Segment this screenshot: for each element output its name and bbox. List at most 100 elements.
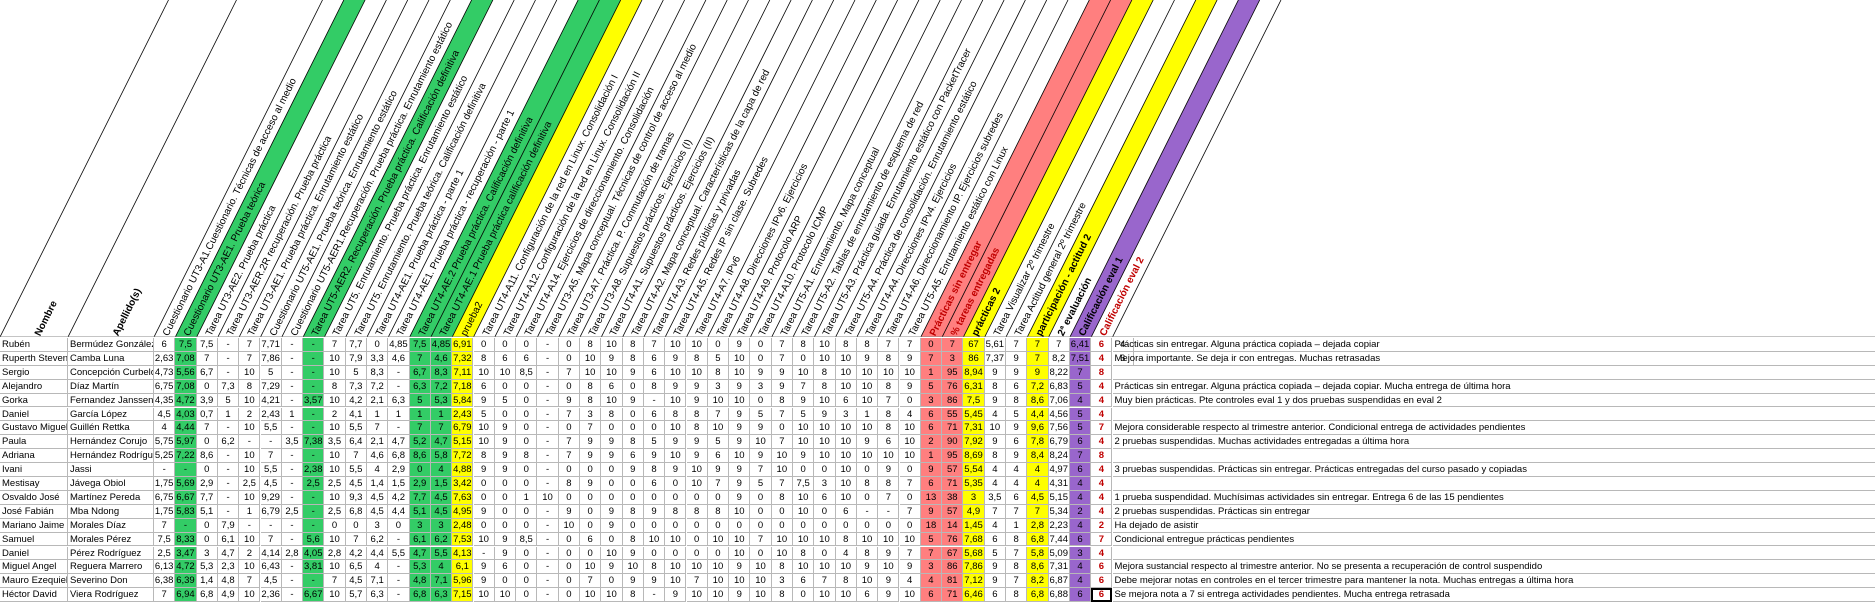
cell-value[interactable]: 0 bbox=[708, 547, 729, 561]
cell-value[interactable]: 9 bbox=[623, 366, 644, 380]
cell-value[interactable]: 6,46 bbox=[963, 588, 984, 602]
cell-value[interactable]: 0 bbox=[878, 519, 899, 533]
cell-value[interactable]: - bbox=[239, 435, 260, 449]
cell-value[interactable]: 10 bbox=[836, 421, 857, 435]
cell-value[interactable]: 1 bbox=[367, 408, 388, 422]
cell-value[interactable]: 10 bbox=[665, 394, 686, 408]
cell-value[interactable]: - bbox=[218, 477, 239, 491]
cell-value[interactable]: 9 bbox=[985, 366, 1006, 380]
cell-value[interactable]: 7 bbox=[942, 338, 963, 352]
cell-value[interactable]: 0 bbox=[772, 519, 793, 533]
cell-value[interactable]: 7 bbox=[772, 435, 793, 449]
cell-value[interactable]: 8 bbox=[623, 435, 644, 449]
cell-value[interactable]: 5,56 bbox=[175, 366, 196, 380]
cell-value[interactable]: - bbox=[537, 380, 558, 394]
cell-value[interactable]: 9 bbox=[1006, 366, 1027, 380]
cell-value[interactable]: 6 bbox=[878, 435, 899, 449]
cell-value[interactable]: - bbox=[282, 394, 303, 408]
cell-value[interactable]: 0 bbox=[516, 394, 537, 408]
cell-value[interactable]: 5 bbox=[644, 435, 665, 449]
cell-apellido[interactable]: Guillén Rettka bbox=[68, 421, 154, 435]
cell-value[interactable]: 8,5 bbox=[516, 533, 537, 547]
cell-value[interactable]: 0 bbox=[665, 547, 686, 561]
cell-value[interactable]: 5,96 bbox=[452, 574, 473, 588]
cell-value[interactable]: 4,05 bbox=[303, 547, 324, 561]
cell-value[interactable]: 0 bbox=[474, 477, 495, 491]
cell-value[interactable]: 9 bbox=[857, 560, 878, 574]
cell-value[interactable]: 57 bbox=[942, 463, 963, 477]
cell-value[interactable]: 9 bbox=[580, 477, 601, 491]
cell-value[interactable]: 8 bbox=[772, 588, 793, 602]
cell-value[interactable]: 6 bbox=[793, 574, 814, 588]
cell-value[interactable]: 76 bbox=[942, 533, 963, 547]
cell-value[interactable]: 4 bbox=[836, 547, 857, 561]
cell-value[interactable]: 3 bbox=[814, 477, 835, 491]
cell-value[interactable]: 5,6 bbox=[303, 533, 324, 547]
cell-value[interactable]: 5 bbox=[1070, 408, 1091, 422]
cell-value[interactable]: 1 bbox=[921, 449, 942, 463]
cell-value[interactable]: 5,83 bbox=[175, 505, 196, 519]
cell-value[interactable]: 7 bbox=[559, 449, 580, 463]
cell-value[interactable]: 4,7 bbox=[388, 435, 409, 449]
cell-value[interactable]: 8 bbox=[601, 408, 622, 422]
cell-value[interactable]: 8 bbox=[665, 408, 686, 422]
cell-value[interactable]: 10 bbox=[836, 366, 857, 380]
cell-value[interactable]: 10 bbox=[474, 366, 495, 380]
cell-value[interactable]: - bbox=[537, 394, 558, 408]
cell-nombre[interactable]: Ruperth Steven bbox=[0, 352, 68, 366]
cell-value[interactable]: 0 bbox=[580, 519, 601, 533]
cell-value[interactable]: 9 bbox=[623, 547, 644, 561]
cell-nombre[interactable]: Ivani bbox=[0, 463, 68, 477]
cell-value[interactable]: 10 bbox=[601, 394, 622, 408]
cell-value[interactable]: - bbox=[537, 463, 558, 477]
cell-value[interactable]: 2,5 bbox=[324, 477, 345, 491]
cell-value[interactable]: 8 bbox=[687, 352, 708, 366]
cell-value[interactable]: 0 bbox=[474, 519, 495, 533]
cell-value[interactable]: 9 bbox=[687, 380, 708, 394]
cell-value[interactable]: 9 bbox=[985, 574, 1006, 588]
cell-value[interactable]: 10 bbox=[857, 574, 878, 588]
cell-value[interactable]: 4,2 bbox=[388, 491, 409, 505]
cell-value[interactable]: - bbox=[303, 449, 324, 463]
cell-value[interactable]: 8 bbox=[687, 421, 708, 435]
cell-value[interactable]: 76 bbox=[942, 380, 963, 394]
cell-value[interactable]: - bbox=[282, 533, 303, 547]
cell-value[interactable]: - bbox=[537, 547, 558, 561]
cell-value[interactable]: 6 bbox=[154, 338, 175, 352]
cell-value[interactable]: 7 bbox=[261, 533, 282, 547]
cell-value[interactable]: 8 bbox=[985, 380, 1006, 394]
cell-value[interactable]: 10 bbox=[239, 421, 260, 435]
cell-value[interactable]: 4,8 bbox=[410, 574, 431, 588]
cell-value[interactable]: 4,97 bbox=[1049, 463, 1070, 477]
cell-value[interactable]: 9 bbox=[495, 533, 516, 547]
cell-value[interactable]: 0 bbox=[495, 477, 516, 491]
cell-value[interactable]: 10 bbox=[836, 588, 857, 602]
cell-value[interactable]: 5,84 bbox=[452, 394, 473, 408]
cell-value[interactable]: 5,5 bbox=[261, 421, 282, 435]
cell-value[interactable]: 6 bbox=[495, 560, 516, 574]
cell-value[interactable]: 8 bbox=[644, 463, 665, 477]
cell-value[interactable]: 3,9 bbox=[197, 394, 218, 408]
cell-value[interactable]: 86 bbox=[942, 394, 963, 408]
cell-value[interactable]: 8 bbox=[474, 449, 495, 463]
cell-value[interactable]: 6 bbox=[921, 588, 942, 602]
cell-value[interactable]: 7 bbox=[900, 547, 921, 561]
cell-value[interactable]: 4 bbox=[900, 408, 921, 422]
cell-value[interactable]: 1 bbox=[282, 408, 303, 422]
cell-value[interactable]: - bbox=[537, 338, 558, 352]
cell-value[interactable]: 4,4 bbox=[388, 505, 409, 519]
cell-value[interactable]: 10 bbox=[814, 352, 835, 366]
cell-value[interactable]: 7,3 bbox=[218, 380, 239, 394]
cell-value[interactable]: 4,2 bbox=[346, 547, 367, 561]
cell-value[interactable]: 0 bbox=[623, 477, 644, 491]
cell-value[interactable]: 4,4 bbox=[1027, 408, 1048, 422]
cell-comment[interactable]: Se mejora nota a 7 si entrega actividade… bbox=[1113, 588, 1875, 602]
cell-value[interactable]: 8 bbox=[1091, 366, 1112, 380]
cell-value[interactable]: 5,45 bbox=[963, 408, 984, 422]
cell-value[interactable]: 9 bbox=[729, 560, 750, 574]
cell-value[interactable]: - bbox=[537, 477, 558, 491]
cell-value[interactable]: 7,92 bbox=[963, 435, 984, 449]
cell-value[interactable]: 8 bbox=[836, 574, 857, 588]
cell-value[interactable]: 3 bbox=[836, 408, 857, 422]
cell-value[interactable]: 6,7 bbox=[410, 366, 431, 380]
